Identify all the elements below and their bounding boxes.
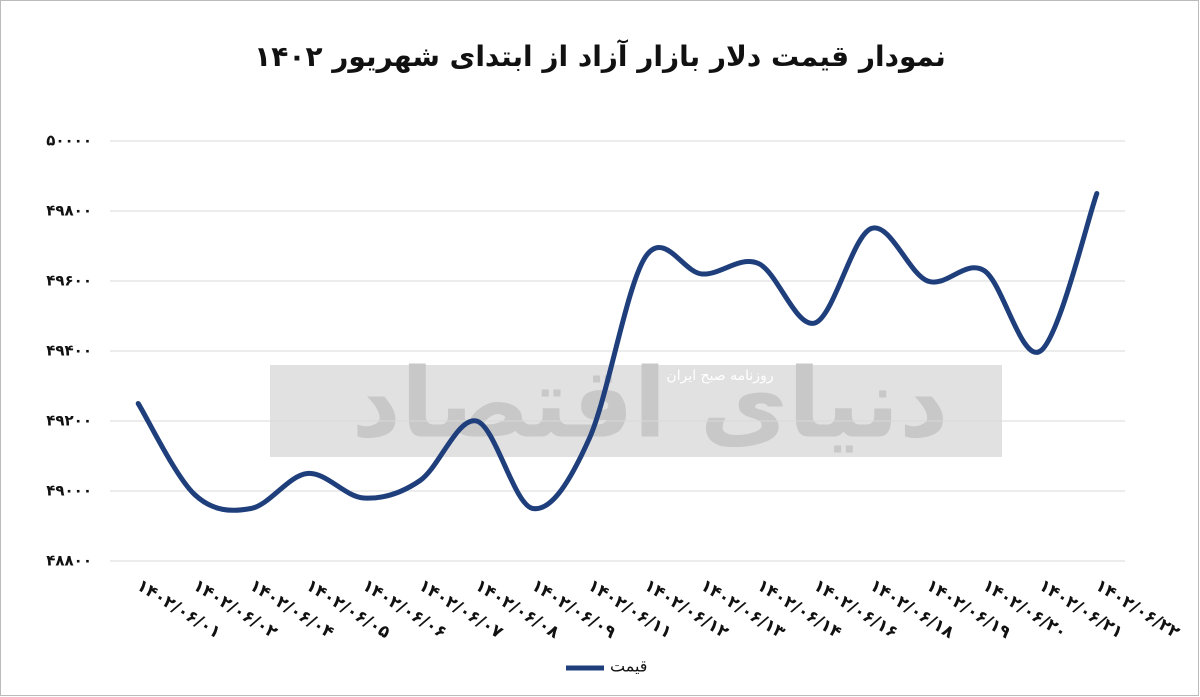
- series-line: [135, 191, 1100, 513]
- y-tick-label: ۴۹۸۰۰: [46, 202, 92, 220]
- y-tick-label: ۴۸۸۰۰: [46, 552, 92, 570]
- y-tick-label: ۵۰۰۰۰: [46, 132, 92, 150]
- chart-title: نمودار قیمت دلار بازار آزاد از ابتدای شه…: [254, 39, 946, 73]
- watermark-tagline: روزنامه صبح ایران: [666, 368, 773, 384]
- y-tick-label: ۴۹۴۰۰: [46, 342, 92, 360]
- legend-label: قیمت: [610, 657, 647, 676]
- y-tick-label: ۴۹۰۰۰: [46, 482, 92, 500]
- watermark-band: [270, 365, 1002, 457]
- watermark-brand: دنیای اقتصاد: [352, 347, 949, 459]
- y-tick-label: ۴۹۶۰۰: [46, 272, 92, 290]
- y-tick-label: ۴۹۲۰۰: [46, 412, 92, 430]
